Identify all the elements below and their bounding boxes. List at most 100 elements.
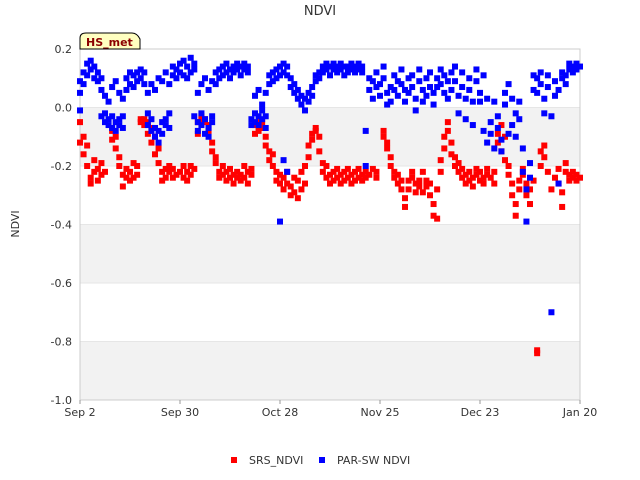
- data-point: [380, 63, 387, 70]
- data-point: [84, 163, 91, 169]
- data-point: [159, 177, 166, 184]
- data-point: [462, 180, 469, 187]
- data-point: [312, 72, 319, 79]
- data-point: [509, 192, 516, 199]
- data-point: [348, 60, 355, 67]
- data-point: [141, 69, 148, 76]
- data-point: [434, 215, 441, 222]
- data-point: [266, 72, 273, 79]
- data-point: [330, 177, 337, 184]
- data-point: [123, 174, 130, 181]
- data-point: [409, 84, 416, 91]
- data-point: [216, 168, 223, 175]
- data-point: [373, 168, 380, 175]
- data-point: [287, 84, 294, 91]
- data-point: [430, 212, 437, 219]
- data-point: [155, 145, 162, 152]
- data-point: [427, 180, 433, 187]
- data-point: [112, 133, 119, 140]
- data-point: [294, 86, 301, 93]
- data-point: [212, 81, 219, 88]
- data-point: [566, 171, 573, 178]
- data-point: [112, 127, 119, 134]
- data-point: [316, 75, 323, 82]
- data-point: [534, 75, 541, 82]
- legend-label-par-sw-ndvi: PAR-SW NDVI: [337, 454, 410, 467]
- data-point: [162, 165, 169, 172]
- data-point: [555, 86, 562, 93]
- data-point: [180, 57, 187, 64]
- data-point: [577, 174, 583, 181]
- data-point: [344, 165, 351, 172]
- data-point: [191, 113, 198, 120]
- data-point: [162, 69, 169, 76]
- data-point: [166, 110, 173, 117]
- data-point: [505, 81, 512, 88]
- data-point: [177, 168, 183, 175]
- data-point: [302, 95, 308, 102]
- data-point: [448, 86, 455, 93]
- data-point: [173, 75, 180, 82]
- data-point: [541, 110, 548, 117]
- data-point: [116, 116, 123, 123]
- data-point: [362, 168, 369, 175]
- data-point: [416, 183, 423, 190]
- data-point: [234, 66, 241, 73]
- data-point: [266, 81, 273, 88]
- data-point: [309, 130, 316, 137]
- data-point: [394, 92, 401, 99]
- data-point: [269, 163, 276, 169]
- data-point: [462, 95, 469, 102]
- data-point: [119, 95, 126, 102]
- data-point: [116, 154, 123, 161]
- data-point: [334, 165, 341, 172]
- data-point: [337, 171, 344, 178]
- data-point: [573, 66, 580, 73]
- data-point: [277, 218, 283, 225]
- data-point: [152, 124, 158, 131]
- data-point: [387, 154, 394, 161]
- data-point: [202, 130, 208, 137]
- data-point: [148, 81, 155, 88]
- data-point: [205, 86, 212, 93]
- data-point: [209, 148, 216, 155]
- data-point: [244, 63, 251, 70]
- data-point: [119, 171, 126, 178]
- data-point: [441, 89, 448, 96]
- data-point: [419, 86, 426, 93]
- data-point: [266, 148, 273, 155]
- data-point: [262, 133, 269, 140]
- data-point: [484, 171, 491, 178]
- data-point: [512, 110, 519, 117]
- data-point: [109, 136, 116, 143]
- data-point: [341, 72, 348, 79]
- data-point: [434, 75, 441, 82]
- data-point: [494, 113, 501, 120]
- data-point: [94, 69, 101, 76]
- data-point: [516, 98, 523, 105]
- data-point: [194, 89, 201, 96]
- data-point: [94, 78, 101, 85]
- data-point: [430, 201, 437, 208]
- data-point: [387, 98, 394, 105]
- data-point: [219, 63, 226, 70]
- data-point: [84, 142, 91, 149]
- data-point: [544, 168, 551, 175]
- data-point: [252, 130, 258, 137]
- data-point: [309, 136, 316, 143]
- data-point: [473, 165, 480, 172]
- y-axis-label: NDVI: [9, 210, 22, 237]
- data-point: [502, 89, 508, 96]
- data-point: [77, 78, 83, 85]
- data-point: [337, 66, 344, 73]
- data-point: [212, 160, 219, 167]
- data-point: [191, 165, 198, 172]
- data-point: [252, 119, 258, 126]
- data-point: [491, 180, 498, 187]
- data-point: [212, 154, 219, 161]
- data-point: [119, 183, 126, 190]
- data-point: [205, 133, 212, 140]
- data-point: [544, 84, 551, 91]
- data-point: [127, 69, 133, 76]
- data-point: [505, 130, 512, 137]
